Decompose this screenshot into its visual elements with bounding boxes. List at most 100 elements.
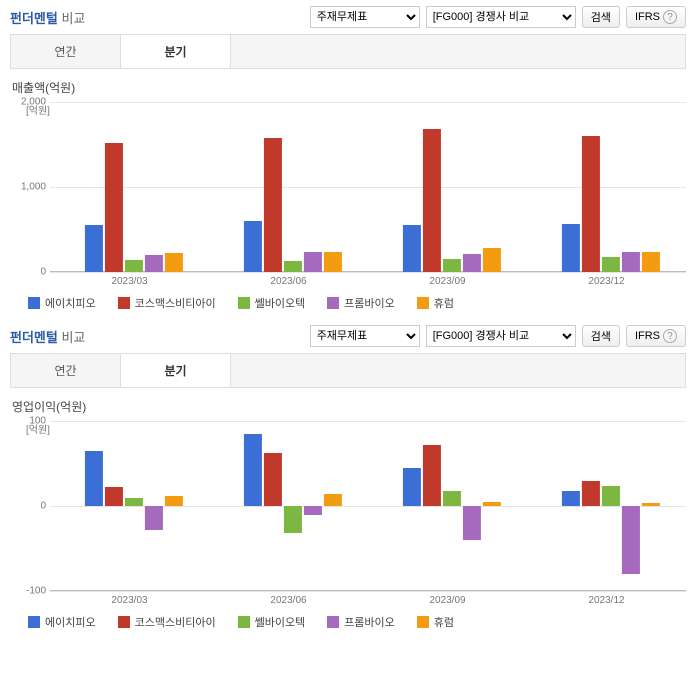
tab-quarter-2[interactable]: 분기 — [121, 354, 231, 387]
bar-row — [402, 102, 500, 272]
statement-select-2[interactable]: 주재무제표 — [310, 325, 420, 347]
legend-label: 프롬바이오 — [344, 295, 395, 311]
bar — [124, 498, 142, 507]
bar — [84, 225, 102, 272]
bar-group — [50, 421, 209, 590]
legend-item[interactable]: 코스맥스비티아이 — [118, 295, 216, 311]
tab-year[interactable]: 연간 — [11, 35, 121, 68]
legend-label: 프롬바이오 — [344, 614, 395, 630]
bar — [402, 468, 420, 506]
legend-item[interactable]: 휴럼 — [417, 295, 454, 311]
competitor-select[interactable]: [FG000] 경쟁사 비교 — [426, 6, 576, 28]
bar — [601, 486, 619, 506]
bar — [323, 494, 341, 506]
chart2-title: 영업이익(억원) — [10, 388, 686, 421]
competitor-select-2[interactable]: [FG000] 경쟁사 비교 — [426, 325, 576, 347]
search-button[interactable]: 검색 — [582, 6, 620, 28]
bar — [462, 506, 480, 540]
tabs: 연간 분기 — [10, 34, 686, 69]
bar — [482, 248, 500, 272]
ifrs-button[interactable]: IFRS? — [626, 6, 686, 28]
legend-swatch — [238, 616, 250, 628]
bar — [243, 434, 261, 506]
chart1-title: 매출액(억원) — [10, 69, 686, 102]
bar-row — [243, 102, 341, 272]
chart2-shell: [억원] -1000100 2023/032023/062023/092023/… — [10, 421, 686, 606]
x-label: 2023/03 — [50, 272, 209, 287]
search-button-2[interactable]: 검색 — [582, 325, 620, 347]
legend-swatch — [118, 616, 130, 628]
legend-swatch — [28, 616, 40, 628]
bar — [601, 257, 619, 272]
title-sub: 비교 — [58, 330, 86, 345]
legend-label: 휴럼 — [434, 295, 454, 311]
ytick-label: 0 — [8, 501, 46, 512]
bar — [581, 136, 599, 272]
x-label: 2023/12 — [527, 272, 686, 287]
bar — [621, 506, 639, 574]
bar — [402, 225, 420, 272]
bar-row — [243, 421, 341, 591]
bar-row — [402, 421, 500, 591]
bar-group — [527, 421, 686, 590]
tabs-rest — [231, 35, 685, 68]
bar — [243, 221, 261, 272]
tabs-2: 연간 분기 — [10, 353, 686, 388]
legend-item[interactable]: 프롬바이오 — [327, 295, 395, 311]
legend-swatch — [327, 297, 339, 309]
bar — [144, 506, 162, 530]
ytick-label: 0 — [8, 267, 46, 278]
ytick-label: -100 — [8, 586, 46, 597]
bar — [303, 506, 321, 515]
legend-item[interactable]: 쎌바이오텍 — [238, 295, 306, 311]
x-label: 2023/06 — [209, 591, 368, 606]
tab-year-2[interactable]: 연간 — [11, 354, 121, 387]
section-2: 펀더멘털 비교 주재무제표 [FG000] 경쟁사 비교 검색 IFRS? 연간… — [0, 319, 696, 638]
ifrs-button-2[interactable]: IFRS? — [626, 325, 686, 347]
legend-item[interactable]: 에이치피오 — [28, 295, 96, 311]
legend-label: 에이치피오 — [45, 295, 96, 311]
bar — [482, 502, 500, 506]
title-main: 펀더멘털 — [10, 330, 58, 345]
bar — [641, 503, 659, 506]
section-1: 펀더멘털 비교 주재무제표 [FG000] 경쟁사 비교 검색 IFRS? 연간… — [0, 0, 696, 319]
chart2-plot: -1000100 — [50, 421, 686, 591]
help-icon: ? — [663, 10, 677, 24]
legend-item[interactable]: 쎌바이오텍 — [238, 614, 306, 630]
bar — [144, 255, 162, 272]
bar-group — [209, 102, 368, 271]
bar — [84, 451, 102, 506]
legend-item[interactable]: 에이치피오 — [28, 614, 96, 630]
header-row: 펀더멘털 비교 주재무제표 [FG000] 경쟁사 비교 검색 IFRS? — [10, 0, 686, 32]
legend-item[interactable]: 코스맥스비티아이 — [118, 614, 216, 630]
legend-item[interactable]: 휴럼 — [417, 614, 454, 630]
legend-label: 휴럼 — [434, 614, 454, 630]
tab-quarter[interactable]: 분기 — [121, 35, 231, 68]
bar — [303, 252, 321, 272]
legend-swatch — [238, 297, 250, 309]
bar-group — [209, 421, 368, 590]
bar-group — [368, 102, 527, 271]
bar — [422, 129, 440, 272]
bar-groups — [50, 102, 686, 271]
legend-item[interactable]: 프롬바이오 — [327, 614, 395, 630]
bar — [641, 252, 659, 272]
ytick-label: 1,000 — [8, 182, 46, 193]
page-title: 펀더멘털 비교 — [10, 8, 85, 27]
bar — [581, 481, 599, 507]
x-label: 2023/09 — [368, 272, 527, 287]
bar-groups — [50, 421, 686, 590]
statement-select[interactable]: 주재무제표 — [310, 6, 420, 28]
title-main: 펀더멘털 — [10, 11, 58, 26]
bar — [283, 506, 301, 533]
legend-swatch — [417, 616, 429, 628]
title-sub: 비교 — [58, 11, 86, 26]
bar — [621, 252, 639, 272]
chart2-xlabels: 2023/032023/062023/092023/12 — [50, 591, 686, 606]
bar — [422, 445, 440, 506]
legend-swatch — [28, 297, 40, 309]
chart1-xlabels: 2023/032023/062023/092023/12 — [50, 272, 686, 287]
x-label: 2023/12 — [527, 591, 686, 606]
bar — [104, 143, 122, 272]
bar — [124, 260, 142, 272]
